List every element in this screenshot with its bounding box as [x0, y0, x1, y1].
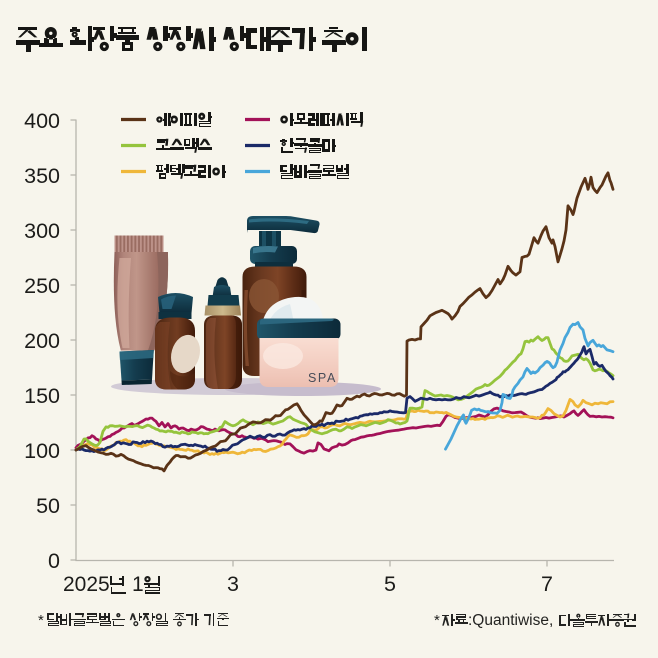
svg-text:3: 3	[227, 572, 239, 596]
svg-text:SPA: SPA	[308, 371, 337, 385]
svg-text:1: 1	[132, 573, 144, 596]
svg-text:200: 200	[24, 329, 60, 353]
svg-text:400: 400	[24, 109, 60, 133]
svg-text:100: 100	[24, 439, 60, 463]
svg-text:*: *	[38, 612, 44, 629]
svg-text:50: 50	[36, 494, 60, 518]
svg-text:150: 150	[24, 384, 60, 408]
svg-text:250: 250	[24, 274, 60, 298]
svg-text:350: 350	[24, 164, 60, 188]
svg-text::Quantiwise,: :Quantiwise,	[468, 612, 553, 629]
svg-text:2025: 2025	[63, 573, 110, 596]
svg-text:0: 0	[48, 549, 60, 573]
svg-text:7: 7	[541, 572, 553, 596]
svg-text:300: 300	[24, 219, 60, 243]
svg-text:*: *	[434, 612, 440, 629]
svg-text:5: 5	[384, 572, 396, 596]
